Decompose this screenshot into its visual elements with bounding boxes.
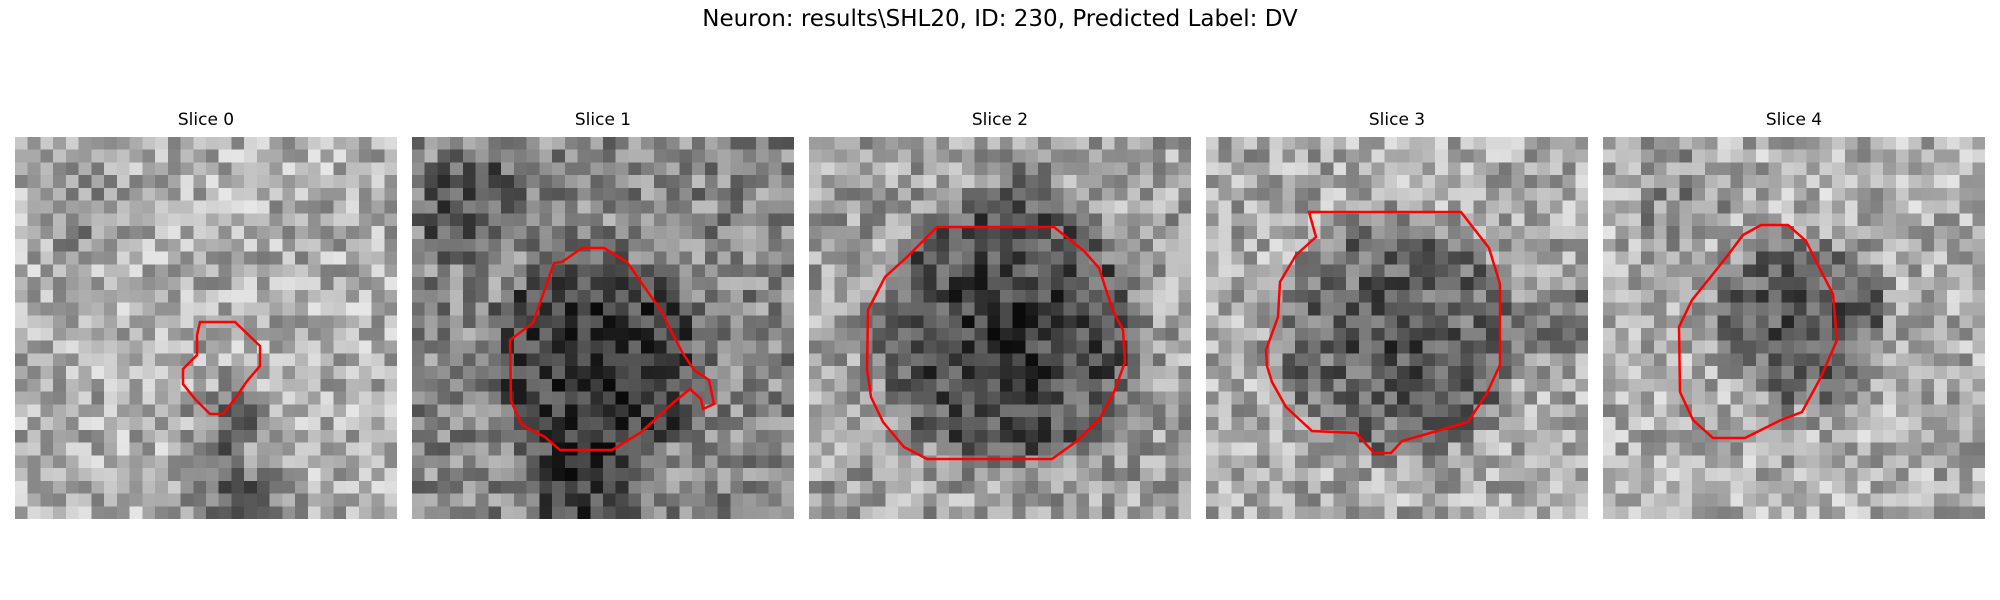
slice-title: Slice 4 — [1765, 110, 1823, 130]
microscopy-slice — [412, 137, 794, 519]
slice-image — [1206, 137, 1588, 519]
slice-panel-1: Slice 1 — [412, 108, 794, 519]
roi-contour — [508, 246, 716, 452]
figure-title: Neuron: results\SHL20, ID: 230, Predicte… — [702, 6, 1298, 32]
slice-title: Slice 3 — [1368, 110, 1426, 130]
slice-title: Slice 1 — [574, 110, 632, 130]
slice-panel-4: Slice 4 — [1603, 108, 1985, 519]
slice-image — [1603, 137, 1985, 519]
slice-image — [15, 137, 397, 519]
slice-image — [412, 137, 794, 519]
microscopy-slice — [1603, 137, 1985, 519]
microscopy-slice — [809, 137, 1191, 519]
slice-title: Slice 2 — [971, 110, 1029, 130]
slice-panel-3: Slice 3 — [1206, 108, 1588, 519]
slice-panel-2: Slice 2 — [809, 108, 1191, 519]
roi-contour — [1264, 210, 1502, 455]
roi-contour — [865, 225, 1127, 461]
roi-contour — [181, 320, 262, 416]
roi-contour — [1677, 223, 1839, 440]
microscopy-slice — [15, 137, 397, 519]
slice-image — [809, 137, 1191, 519]
slice-panel-0: Slice 0 — [15, 108, 397, 519]
slice-title: Slice 0 — [177, 110, 235, 130]
microscopy-slice — [1206, 137, 1588, 519]
